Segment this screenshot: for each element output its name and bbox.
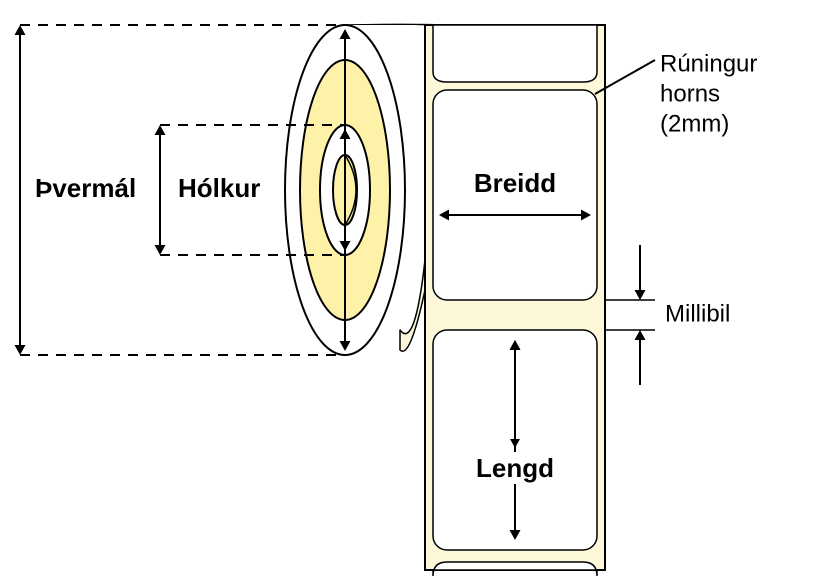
label-runingur-2: horns xyxy=(660,80,720,107)
label-lengd: Lengd xyxy=(476,453,554,483)
label-millibil: Millibil xyxy=(665,300,730,327)
label-runingur-1: Rúningur xyxy=(660,50,757,77)
label-roll-diagram: Þvermál Hólkur Breidd Lengd Rúningur horns (2m… xyxy=(0,0,831,585)
label-holkur: Hólkur xyxy=(178,173,260,203)
label-runingur-3: (2mm) xyxy=(660,110,729,137)
label-breidd: Breidd xyxy=(474,168,556,198)
label-thvermal: Þvermál xyxy=(35,173,136,203)
